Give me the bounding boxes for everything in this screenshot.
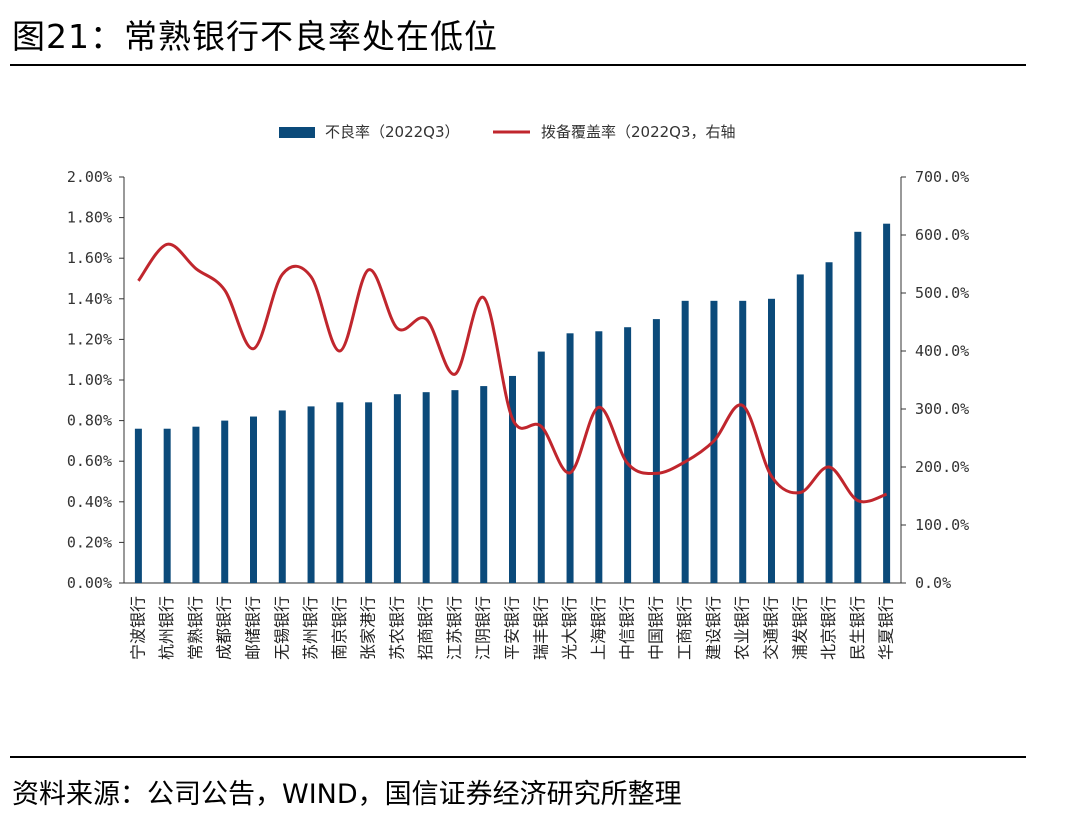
y-right-tick-label: 700.0%: [915, 168, 969, 186]
category-label-光大银行: 光大银行: [560, 596, 579, 660]
chart-legend: 不良率（2022Q3） 拨备覆盖率（2022Q3，右轴: [279, 123, 736, 141]
bar-上海银行: [595, 331, 603, 583]
bar-张家港行: [365, 402, 373, 583]
bar-成都银行: [221, 420, 229, 583]
category-label-瑞丰银行: 瑞丰银行: [531, 596, 550, 660]
y-right-tick-label: 500.0%: [915, 284, 969, 302]
bar-浦发银行: [796, 274, 804, 583]
bar-苏州银行: [307, 406, 315, 583]
category-label-杭州银行: 杭州银行: [157, 596, 176, 660]
footer-divider: [10, 756, 1026, 758]
category-label-中国银行: 中国银行: [646, 596, 665, 660]
title-divider: [10, 64, 1026, 66]
bar-邮储银行: [250, 416, 257, 583]
bar-光大银行: [566, 333, 574, 583]
y-left-tick-label: 1.20%: [67, 330, 112, 348]
category-label-邮储银行: 邮储银行: [244, 596, 263, 660]
y-left-tick-label: 0.60%: [67, 452, 112, 470]
category-label-北京银行: 北京银行: [819, 596, 838, 660]
bar-交通银行: [768, 298, 775, 583]
bar-平安银行: [509, 375, 516, 583]
y-right-tick-label: 200.0%: [915, 458, 969, 476]
y-left-tick-label: 1.40%: [67, 290, 112, 308]
y-left-tick-label: 0.00%: [67, 574, 112, 592]
category-label-建设银行: 建设银行: [704, 596, 723, 660]
source-note: 资料来源：公司公告，WIND，国信证券经济研究所整理: [12, 779, 682, 810]
y-right-tick-label: 0.0%: [915, 574, 951, 592]
chart-axes: 0.00% 0.20% 0.40% 0.60% 0.80% 1.00% 1.20% 1.40%…: [67, 168, 969, 592]
coverage-line: [137, 242, 888, 504]
y-right-tick-label: 400.0%: [915, 342, 969, 360]
category-label-江阴银行: 江阴银行: [474, 596, 493, 660]
y-right-tick-label: 300.0%: [915, 400, 969, 418]
bar-农业银行: [739, 300, 747, 583]
bar-无锡银行: [278, 410, 286, 583]
chart: 不良率（2022Q3） 拨备覆盖率（2022Q3，右轴 0.00%0.20%0.…: [67, 123, 969, 660]
bar-中信银行: [624, 327, 632, 583]
y-left-tick-label: 1.80%: [67, 209, 112, 227]
y-left-tick-label: 1.00%: [67, 371, 112, 389]
y-right-tick-label: 600.0%: [915, 226, 969, 244]
category-label-苏州银行: 苏州银行: [301, 596, 320, 660]
bar-民生银行: [854, 231, 862, 583]
category-label-江苏银行: 江苏银行: [445, 596, 464, 660]
figure-title: 图21：常熟银行不良率处在低位: [12, 17, 498, 56]
category-label-张家港行: 张家港行: [359, 596, 378, 660]
category-label-平安银行: 平安银行: [503, 596, 522, 660]
category-label-农业银行: 农业银行: [733, 596, 752, 660]
bar-宁波银行: [134, 428, 142, 583]
bar-苏农银行: [393, 394, 401, 583]
category-label-民生银行: 民生银行: [848, 596, 867, 660]
bar-瑞丰银行: [537, 351, 545, 583]
y-right-tick-label: 100.0%: [915, 516, 969, 534]
bar-常熟银行: [192, 426, 200, 583]
bar-中国银行: [652, 319, 660, 583]
y-left-tick-label: 0.40%: [67, 493, 112, 511]
category-label-交通银行: 交通银行: [762, 596, 781, 660]
category-label-华夏银行: 华夏银行: [877, 596, 896, 660]
bar-招商银行: [422, 392, 430, 583]
legend-swatch-bar: [279, 127, 315, 138]
bar-华夏银行: [883, 223, 891, 583]
category-label-苏农银行: 苏农银行: [387, 596, 406, 660]
category-label-宁波银行: 宁波银行: [128, 596, 147, 660]
category-label-成都银行: 成都银行: [215, 596, 234, 660]
category-label-上海银行: 上海银行: [589, 596, 608, 660]
bar-工商银行: [681, 300, 689, 583]
category-label-无锡银行: 无锡银行: [272, 596, 291, 660]
category-labels: 宁波银行 杭州银行 常熟银行 成都银行 邮储银行 无锡银行 苏州银行 南京银行 张家港行 苏农银行…: [128, 596, 895, 660]
bar-江阴银行: [480, 386, 488, 583]
legend-label-npl: 不良率（2022Q3）: [325, 123, 460, 141]
y-left-tick-label: 1.60%: [67, 249, 112, 267]
bar-北京银行: [825, 262, 833, 583]
y-left-tick-label: 0.20%: [67, 533, 112, 551]
category-label-中信银行: 中信银行: [618, 596, 637, 660]
bar-江苏银行: [451, 390, 459, 583]
category-label-常熟银行: 常熟银行: [186, 596, 205, 660]
bar-杭州银行: [163, 428, 171, 583]
category-label-招商银行: 招商银行: [416, 596, 435, 660]
bar-南京银行: [336, 402, 344, 583]
bar-series: [134, 223, 891, 583]
category-label-浦发银行: 浦发银行: [790, 596, 809, 660]
category-label-工商银行: 工商银行: [675, 596, 694, 660]
y-left-tick-label: 0.80%: [67, 412, 112, 430]
y-left-tick-label: 2.00%: [67, 168, 112, 186]
category-label-南京银行: 南京银行: [330, 596, 349, 660]
legend-label-coverage: 拨备覆盖率（2022Q3，右轴: [541, 123, 736, 141]
